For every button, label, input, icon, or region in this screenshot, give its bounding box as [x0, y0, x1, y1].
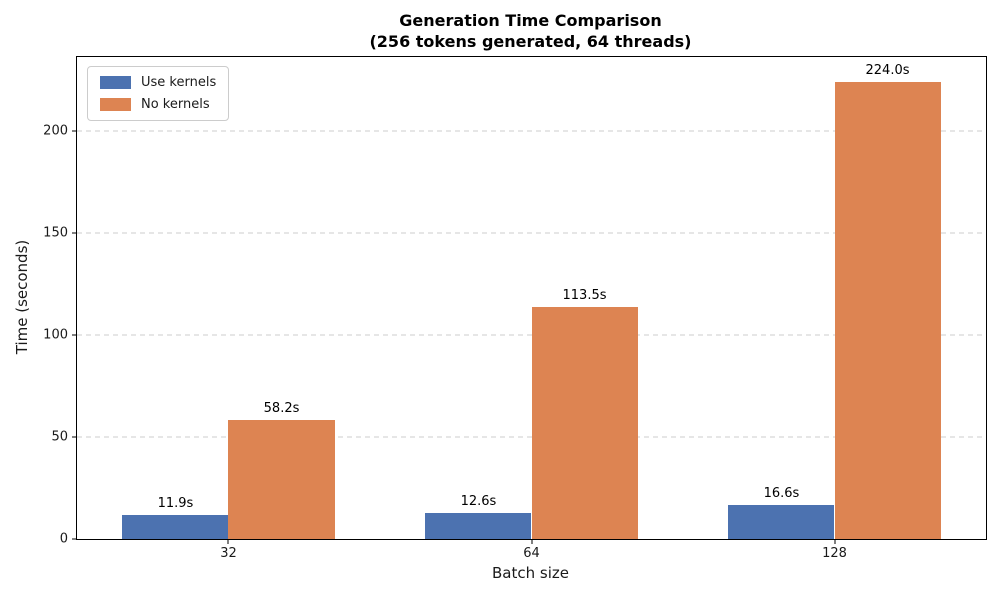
y-axis-label: Time (seconds): [13, 239, 31, 355]
y-tick-mark: [72, 436, 77, 438]
legend-swatch-no-kernels: [100, 98, 131, 111]
y-tick-mark: [72, 538, 77, 540]
x-axis-label: Batch size: [492, 564, 569, 582]
legend-item-use-kernels: Use kernels: [100, 75, 216, 90]
bar-value-label: 113.5s: [562, 288, 607, 304]
bar-no-kernels: [531, 307, 638, 539]
bar-value-label: 58.2s: [263, 401, 300, 417]
bar-no-kernels: [834, 81, 941, 539]
y-tick-label: 100: [43, 327, 68, 343]
bar-value-label: 12.6s: [460, 494, 497, 510]
x-tick-label: 32: [220, 546, 237, 561]
x-tick-mark: [834, 539, 835, 544]
legend: Use kernels No kernels: [87, 66, 230, 121]
plot-area: Use kernels No kernels 0 50 100 150 200 32 11.…: [43, 56, 987, 561]
y-tick-label: 150: [43, 225, 68, 241]
y-tick-label: 200: [43, 123, 68, 139]
bar-value-label: 224.0s: [865, 62, 910, 78]
gridline: [77, 232, 986, 234]
y-tick-mark: [72, 334, 77, 336]
bar-no-kernels: [228, 420, 335, 539]
legend-swatch-use-kernels: [100, 76, 131, 89]
x-tick-label: 128: [822, 546, 847, 561]
gridline: [77, 130, 986, 132]
bar-use-kernels: [728, 505, 835, 539]
legend-item-no-kernels: No kernels: [100, 97, 216, 112]
y-tick-label: 0: [59, 531, 68, 547]
x-tick-mark: [227, 539, 229, 544]
y-tick-mark: [72, 232, 77, 234]
bar-use-kernels: [425, 513, 532, 539]
legend-label-use-kernels: Use kernels: [141, 75, 217, 90]
y-tick-mark: [72, 130, 77, 132]
bar-value-label: 16.6s: [763, 486, 800, 502]
y-tick-label: 50: [51, 429, 68, 445]
x-tick-mark: [531, 539, 532, 544]
bar-value-label: 11.9s: [157, 495, 194, 511]
bar-use-kernels: [122, 514, 229, 539]
chart-title: Generation Time Comparison (256 tokens g…: [369, 11, 692, 52]
legend-label-no-kernels: No kernels: [141, 97, 210, 112]
x-tick-label: 64: [523, 546, 540, 561]
